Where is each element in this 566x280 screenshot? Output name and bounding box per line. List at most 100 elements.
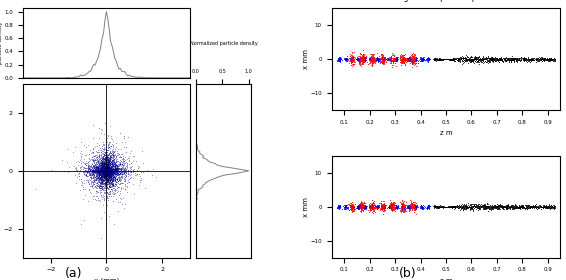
- Point: [80, 170, 89, 175]
- Point: [379, 56, 388, 60]
- Point: [379, 202, 388, 207]
- Point: [104, 177, 113, 182]
- Point: [348, 57, 357, 62]
- Point: [397, 201, 406, 206]
- Point: [111, 167, 120, 172]
- Point: [367, 57, 376, 62]
- Point: [357, 64, 366, 68]
- Point: [113, 166, 122, 171]
- Point: [105, 144, 114, 149]
- Point: [388, 207, 397, 212]
- Point: [102, 178, 111, 182]
- Point: [90, 167, 99, 172]
- Point: [385, 205, 394, 209]
- Point: [368, 55, 377, 60]
- Point: [410, 204, 419, 208]
- Point: [423, 56, 432, 60]
- Point: [104, 171, 113, 176]
- Point: [101, 178, 110, 182]
- Point: [396, 57, 405, 61]
- Point: [376, 207, 385, 212]
- Point: [92, 162, 101, 166]
- Point: [88, 180, 97, 185]
- Point: [449, 205, 458, 209]
- Point: [92, 168, 101, 172]
- Point: [404, 57, 413, 61]
- Point: [111, 155, 120, 159]
- Point: [105, 179, 114, 183]
- Point: [95, 174, 104, 178]
- Point: [102, 167, 111, 172]
- Point: [503, 56, 512, 60]
- Point: [398, 57, 407, 61]
- Point: [98, 174, 108, 179]
- Point: [99, 158, 108, 163]
- Point: [336, 204, 345, 209]
- Point: [108, 167, 117, 171]
- Point: [107, 170, 116, 174]
- Point: [481, 204, 490, 208]
- Point: [98, 172, 107, 177]
- Point: [409, 204, 418, 209]
- Point: [447, 204, 456, 209]
- Point: [110, 172, 119, 177]
- Point: [406, 204, 415, 209]
- Point: [471, 57, 481, 62]
- Point: [110, 186, 119, 191]
- Point: [459, 58, 468, 62]
- Point: [101, 172, 110, 177]
- Point: [102, 169, 112, 174]
- Point: [439, 57, 448, 61]
- Point: [419, 55, 428, 59]
- Point: [424, 58, 433, 62]
- Point: [410, 56, 419, 60]
- Point: [104, 172, 113, 176]
- Point: [107, 177, 116, 182]
- Point: [417, 203, 426, 208]
- Point: [104, 170, 113, 174]
- Point: [95, 158, 104, 163]
- Point: [529, 57, 538, 61]
- Point: [115, 174, 124, 179]
- Point: [358, 203, 367, 207]
- Point: [507, 56, 516, 61]
- Point: [508, 204, 517, 209]
- Point: [359, 54, 368, 59]
- Point: [398, 205, 407, 209]
- Point: [388, 204, 397, 208]
- Point: [543, 206, 552, 210]
- Point: [100, 174, 109, 179]
- Point: [102, 174, 111, 178]
- Point: [409, 202, 418, 206]
- Point: [104, 184, 113, 189]
- Point: [391, 58, 400, 62]
- Point: [436, 204, 445, 209]
- Point: [513, 204, 522, 209]
- Point: [372, 206, 381, 210]
- Point: [468, 59, 477, 63]
- Point: [347, 57, 356, 62]
- Point: [106, 185, 115, 189]
- Point: [95, 170, 104, 175]
- Point: [380, 202, 389, 207]
- Point: [106, 168, 115, 172]
- Point: [112, 171, 121, 176]
- Point: [97, 169, 106, 174]
- Point: [377, 206, 386, 210]
- Point: [444, 205, 453, 209]
- Point: [376, 57, 385, 61]
- Point: [115, 180, 125, 185]
- Point: [106, 172, 115, 176]
- Point: [96, 167, 105, 171]
- Point: [83, 168, 92, 172]
- Point: [117, 147, 126, 151]
- Point: [335, 59, 344, 64]
- Point: [100, 162, 109, 166]
- Point: [98, 165, 107, 169]
- Point: [91, 164, 100, 168]
- Point: [479, 60, 488, 64]
- Point: [454, 203, 464, 207]
- Point: [95, 162, 104, 167]
- Point: [104, 169, 113, 174]
- Point: [110, 157, 119, 161]
